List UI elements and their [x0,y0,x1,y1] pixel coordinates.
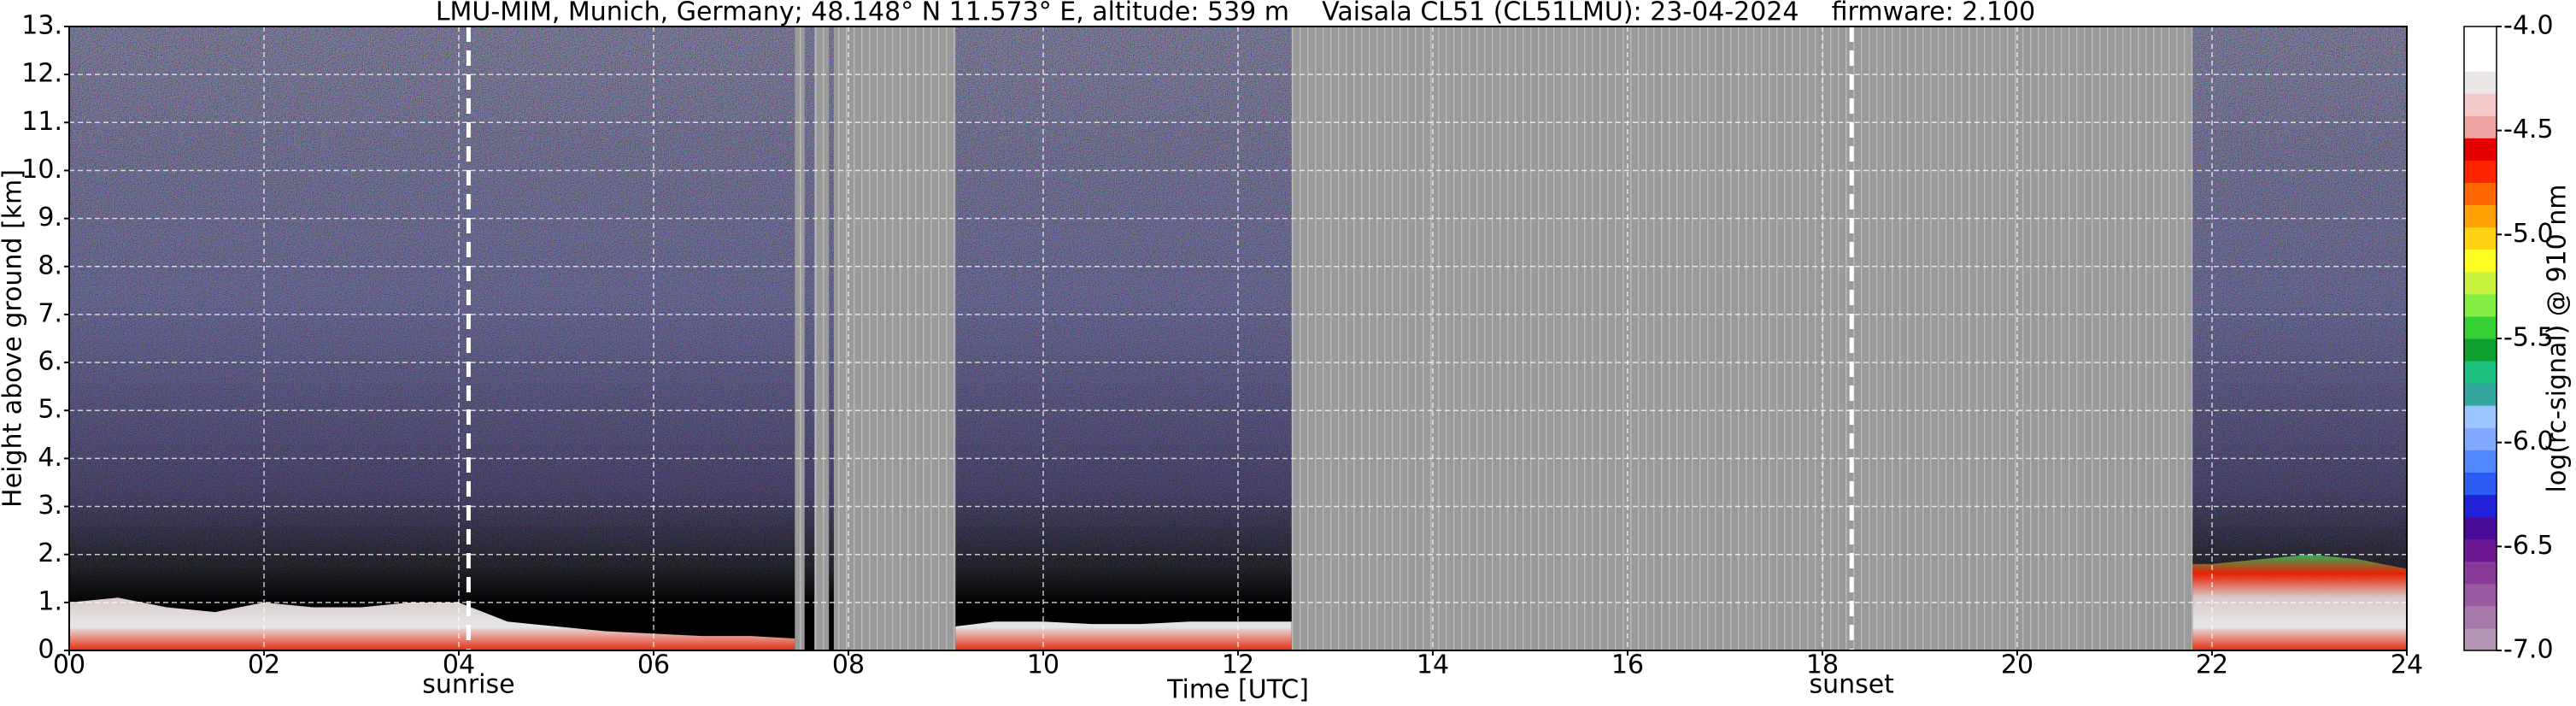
y-tick-label: 4. [38,443,62,473]
colorbar-swatch [2464,494,2497,518]
y-tick-label: 9. [38,203,62,232]
missing-data [833,26,956,650]
colorbar-swatch [2464,605,2497,629]
colorbar-swatch [2464,249,2497,273]
missing-data [1291,26,2193,650]
colorbar-swatch [2464,338,2497,362]
colorbar-tick-label: -4.5 [2503,115,2554,144]
colorbar-swatch [2464,115,2497,138]
colorbar-label: log(rc-signal) @ 910 nm [2543,185,2573,493]
colorbar-swatch [2464,315,2497,339]
colorbar-swatch [2464,472,2497,495]
y-tick-label: 0. [38,635,62,665]
colorbar-swatch [2464,227,2497,250]
colorbar-tick-label: -4.0 [2503,11,2554,41]
colorbar-swatch [2464,182,2497,206]
colorbar-swatch [2464,516,2497,540]
colorbar-swatch [2464,293,2497,317]
x-axis-label: Time [UTC] [1166,675,1309,705]
y-tick-label: 8. [38,250,62,280]
y-tick-label: 2. [38,538,62,568]
missing-data [814,26,830,650]
sun-event-label: sunrise [422,670,514,700]
y-tick-label: 3. [38,491,62,521]
colorbar-swatch [2464,138,2497,161]
y-tick-label: 5. [38,395,62,425]
plot-frame [68,26,2408,651]
colorbar-swatch [2464,93,2497,116]
colorbar-tick-label: -5.5 [2503,323,2554,353]
colorbar-swatch [2464,160,2497,183]
sun-event-label: sunset [1809,670,1894,700]
colorbar-swatch [2464,71,2497,94]
colorbar-swatch [2464,427,2497,450]
colorbar-tick-label: -7.0 [2503,635,2554,665]
colorbar-swatch [2464,26,2497,50]
colorbar-swatch [2464,583,2497,607]
colorbar-tick-label: -6.5 [2503,531,2554,561]
y-tick-label: 7. [38,298,62,328]
colorbar-tick-label: -5.0 [2503,219,2554,249]
colorbar-swatch [2464,271,2497,295]
y-tick-label: 6. [38,347,62,377]
colorbar-swatch [2464,405,2497,428]
y-tick-label: 10. [21,155,62,185]
y-tick-label: 11. [21,107,62,137]
y-tick-label: 12. [21,59,62,89]
colorbar-swatch [2464,561,2497,585]
colorbar-swatch [2464,204,2497,228]
colorbar-tick-label: -6.0 [2503,427,2554,456]
colorbar-swatch [2464,383,2497,406]
colorbar-swatch [2464,361,2497,384]
colorbar-swatch [2464,627,2497,651]
y-tick-label: 13. [21,11,62,41]
colorbar-swatch [2464,450,2497,473]
missing-data [795,26,805,650]
y-axis-label: Height above ground [km] [0,169,28,508]
chart-title: LMU-MIM, Munich, Germany; 48.148° N 11.5… [436,0,2035,27]
y-tick-label: 1. [38,586,62,616]
colorbar-swatch [2464,49,2497,72]
colorbar-swatch [2464,538,2497,562]
aerosol-layer [69,554,2407,650]
